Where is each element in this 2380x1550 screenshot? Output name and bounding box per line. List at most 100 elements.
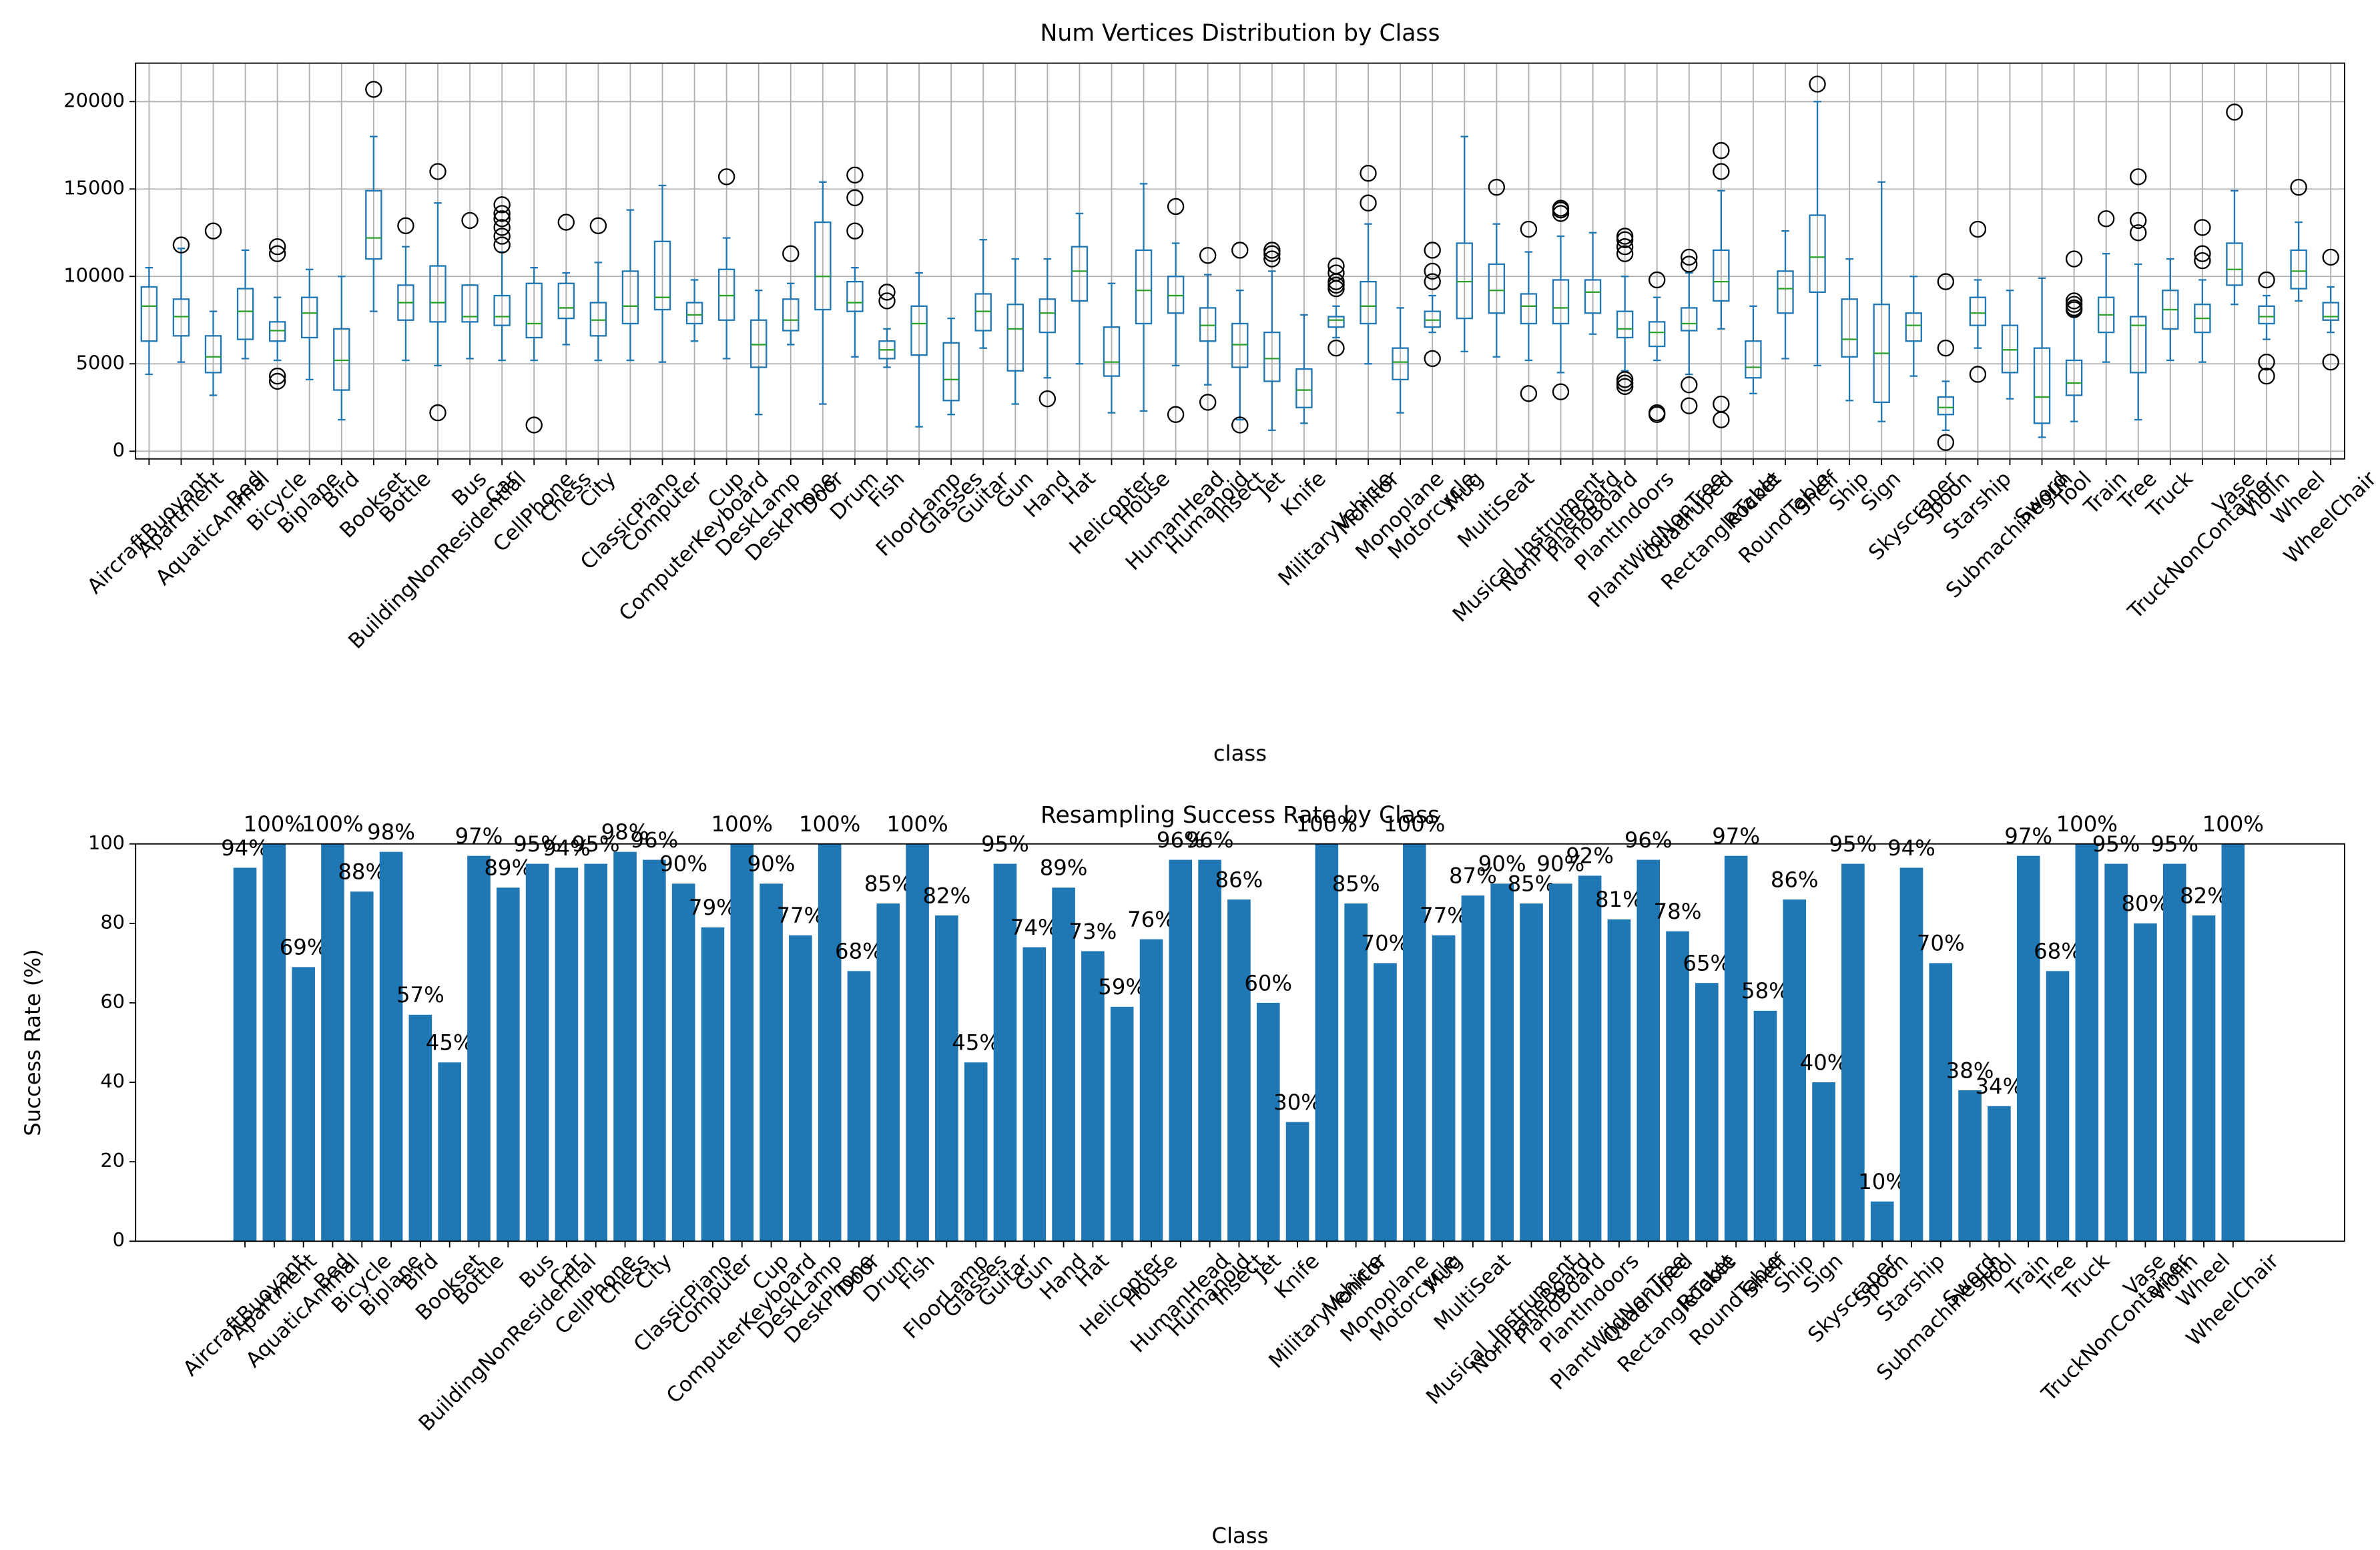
bar [1285,1122,1309,1242]
box [1135,249,1153,325]
outlier [717,168,735,185]
bar-value-label: 98% [601,819,649,845]
bar [1988,1106,2011,1242]
bar-value-label: 100% [799,811,860,837]
box [910,305,928,356]
bar-value-label: 96% [630,827,678,853]
outlier [846,166,864,183]
bar [1637,859,1661,1242]
box [2001,324,2019,374]
bar [1315,843,1339,1242]
bar-value-label: 69% [280,935,328,960]
outlier [1263,242,1281,259]
bar [760,883,783,1242]
bar-value-label: 70% [1917,931,1965,956]
box [301,296,318,339]
y-tick-label: 5000 [76,351,125,374]
bar-value-label: 60% [1244,970,1292,996]
bar-value-label: 100% [711,811,773,837]
box [1199,307,1217,342]
bar [1198,859,1221,1242]
outlier [1648,271,1666,289]
bar [379,851,403,1242]
box [974,293,992,332]
outlier [2258,367,2275,385]
bar [1841,863,1865,1242]
outlier [2258,271,2275,289]
bar [1402,843,1426,1242]
bar-value-label: 45% [952,1030,1000,1056]
box [2290,249,2307,290]
bar-value-label: 100% [2202,811,2264,837]
bar [1578,875,1602,1242]
bar-value-label: 85% [1508,871,1556,896]
bar [1022,947,1047,1242]
box [1969,296,1987,326]
box [365,189,382,260]
bar [1695,983,1719,1242]
bar-value-label: 90% [659,851,707,877]
outlier [1969,220,1987,238]
box [1713,249,1730,302]
box [589,302,607,337]
bar-value-label: 85% [1332,871,1380,896]
box [942,342,960,402]
outlier [2322,248,2339,266]
y-tick-label: 40 [100,1070,125,1092]
bar-value-label: 40% [1800,1050,1848,1075]
bar-value-label: 85% [864,871,912,896]
bar-value-label: 87% [1449,863,1497,888]
bar-value-label: 38% [1946,1058,1994,1083]
outlier [1616,238,1634,256]
bar-value-label: 96% [1157,827,1205,853]
box [717,268,735,321]
bar-value-label: 88% [338,859,386,885]
bar-value-label: 96% [1624,827,1673,853]
bar-value-label: 100% [886,811,948,837]
outlier [2065,250,2083,268]
outlier [268,245,286,262]
bar-value-label: 92% [1566,843,1614,869]
box [1231,322,1249,368]
bar-value-label: 97% [1712,823,1760,849]
bar [730,843,754,1242]
box [1006,304,1024,372]
bar-value-label: 78% [1654,899,1702,924]
bar [1548,883,1572,1242]
box [1488,263,1506,314]
outlier [493,210,511,228]
outlier [1327,264,1345,282]
outlier [2097,210,2115,228]
box [814,221,832,311]
outlier [172,236,190,254]
bar-value-label: 86% [1215,867,1263,892]
bar [1052,887,1075,1242]
bar [438,1062,461,1242]
outlier [2226,103,2243,121]
outlier [397,217,414,234]
box [750,319,768,368]
outlier [2290,178,2307,196]
box [1648,321,1666,348]
bar-value-label: 77% [1420,903,1468,928]
bar [818,843,842,1242]
bar-value-label: 74% [1010,915,1059,940]
outlier [878,292,896,310]
box [1841,298,1858,358]
box [1167,276,1185,314]
bar-value-label: 30% [1273,1090,1321,1115]
box [1777,270,1794,314]
bar [847,971,871,1242]
box [782,298,800,332]
outlier [1360,164,1377,182]
outlier [1809,75,1826,93]
box [1263,331,1281,382]
bar [1081,951,1105,1242]
outlier [493,205,511,222]
bar [1139,939,1163,1242]
outlier [493,219,511,236]
bar [233,867,257,1242]
outlier [429,163,447,180]
box [2130,316,2147,374]
bar [643,859,666,1242]
